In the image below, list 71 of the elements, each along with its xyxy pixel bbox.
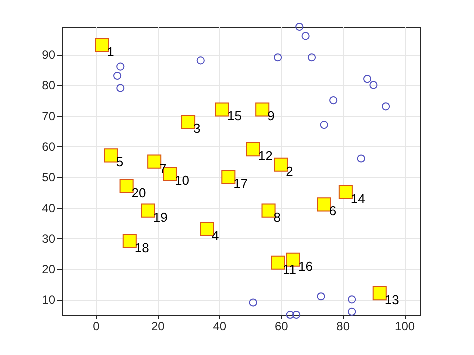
y-tick-label: 50	[42, 170, 56, 185]
point	[120, 179, 134, 194]
point	[364, 75, 372, 84]
point	[141, 204, 156, 218]
annotation: 18	[134, 240, 150, 256]
y-tick-label: 60	[42, 140, 56, 154]
point	[308, 54, 316, 62]
point	[338, 185, 353, 200]
y-tick-label: 20	[42, 262, 56, 277]
point	[274, 54, 282, 62]
point	[330, 96, 338, 105]
point	[320, 121, 328, 130]
point	[249, 298, 258, 307]
point	[222, 170, 236, 184]
annotation: 4	[212, 228, 220, 244]
y-tick-label: 40	[42, 201, 56, 216]
point	[182, 114, 196, 129]
point	[196, 56, 205, 65]
point	[116, 84, 125, 92]
point	[296, 22, 304, 32]
point	[122, 234, 137, 248]
annotation: 15	[227, 108, 242, 124]
x-tick-label: 80	[336, 320, 350, 334]
y-tick-label: 70	[42, 109, 56, 124]
annotation: 9	[268, 108, 275, 124]
point	[382, 102, 390, 111]
y-tick-label: 30	[42, 232, 56, 246]
x-tick-label: 60	[274, 320, 289, 334]
y-tick-label: 10	[42, 293, 56, 308]
point	[286, 310, 294, 320]
point	[246, 142, 260, 157]
point	[317, 198, 332, 212]
annotation: 2	[286, 164, 294, 179]
annotation: 6	[329, 204, 337, 219]
annotation: 17	[234, 176, 248, 192]
point	[95, 38, 110, 52]
point	[256, 102, 270, 117]
point	[215, 102, 230, 117]
annotation: 3	[194, 120, 201, 136]
annotation: 5	[116, 154, 124, 170]
annotation: 7	[160, 160, 167, 176]
annotation: 14	[350, 191, 366, 206]
x-tick-label: 100	[395, 320, 416, 334]
point	[370, 81, 378, 90]
point	[262, 204, 276, 218]
point	[116, 62, 125, 71]
point	[357, 154, 366, 163]
point	[274, 158, 288, 172]
x-tick-label: 0	[93, 320, 100, 334]
point	[104, 148, 118, 163]
y-tick-label: 90	[42, 48, 56, 62]
annotation: 10	[175, 173, 190, 188]
point	[348, 296, 356, 304]
annotation: 13	[384, 292, 400, 308]
point	[114, 72, 122, 80]
annotation: 16	[298, 258, 313, 274]
annotation: 19	[153, 210, 168, 225]
point	[292, 310, 301, 320]
point	[317, 292, 326, 301]
y-tick-label: 80	[42, 78, 56, 93]
x-tick-label: 20	[151, 320, 166, 334]
point	[348, 308, 356, 316]
annotation: 20	[132, 185, 146, 200]
annotation: 12	[258, 148, 273, 164]
point	[302, 32, 310, 40]
annotation: 1	[107, 44, 114, 60]
point	[372, 286, 387, 301]
x-tick-label: 40	[213, 320, 227, 334]
point	[271, 256, 286, 270]
point	[148, 154, 162, 169]
annotation: 8	[274, 210, 282, 225]
